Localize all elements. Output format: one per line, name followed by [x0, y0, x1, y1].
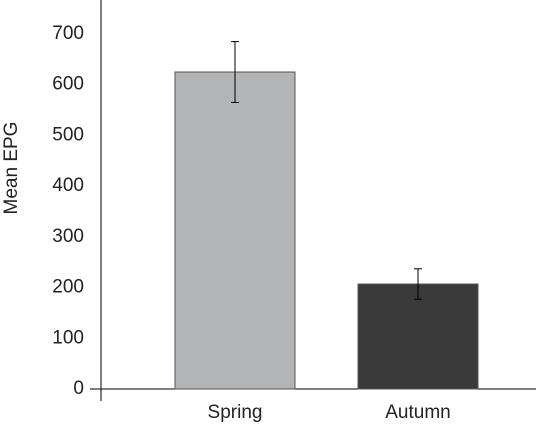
y-tick-label: 600 — [52, 74, 84, 95]
y-axis-label: Mean EPG — [1, 122, 22, 215]
y-tick-label: 100 — [52, 327, 84, 348]
error-bar — [414, 268, 422, 300]
x-tick-label: Autumn — [385, 402, 450, 423]
x-tick-label: Spring — [208, 402, 263, 423]
bar — [357, 283, 479, 390]
y-tick-label: 500 — [52, 124, 84, 145]
y-tick-label: 700 — [52, 23, 84, 44]
error-bar — [231, 41, 239, 103]
y-tick-label: 200 — [52, 277, 84, 298]
y-tick-label: 0 — [73, 378, 84, 399]
y-tick-label: 400 — [52, 175, 84, 196]
bar — [174, 71, 296, 390]
y-tick-label: 300 — [52, 226, 84, 247]
